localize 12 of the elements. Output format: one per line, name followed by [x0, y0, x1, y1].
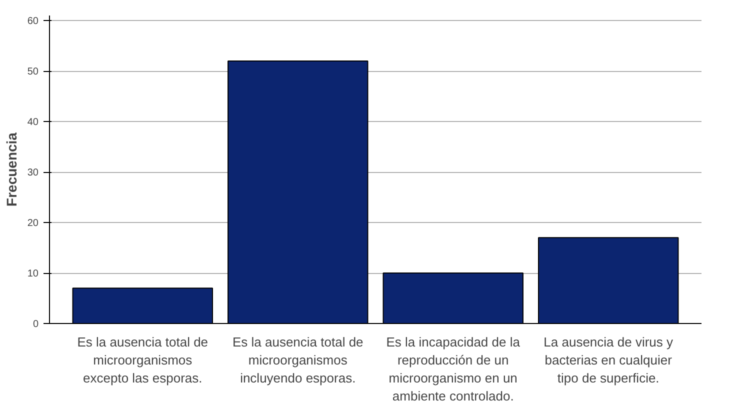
y-tick-label: 40 — [27, 117, 39, 128]
x-tick-label: Es la ausencia total de microorganismos incluyendo esporas. — [232, 334, 364, 386]
y-tick-label: 50 — [27, 66, 39, 78]
x-tick-label: La ausencia de virus y bacterias en cualquier tipo de superficie. — [544, 334, 674, 386]
y-axis-title: Frecuencia — [3, 132, 20, 206]
y-tick-label: 10 — [27, 268, 39, 280]
y-tick-label: 30 — [27, 168, 39, 179]
y-tick-label: 20 — [27, 218, 39, 230]
x-tick-label: Es la ausencia total de microorganismos excepto las esporas. — [77, 334, 208, 386]
x-tick-label: Es la incapacidad de la reproducción de un microorganismo en un ambiente controlado. — [386, 334, 521, 404]
y-tick-label: 60 — [27, 16, 39, 28]
y-tick-label: 0 — [32, 319, 39, 330]
